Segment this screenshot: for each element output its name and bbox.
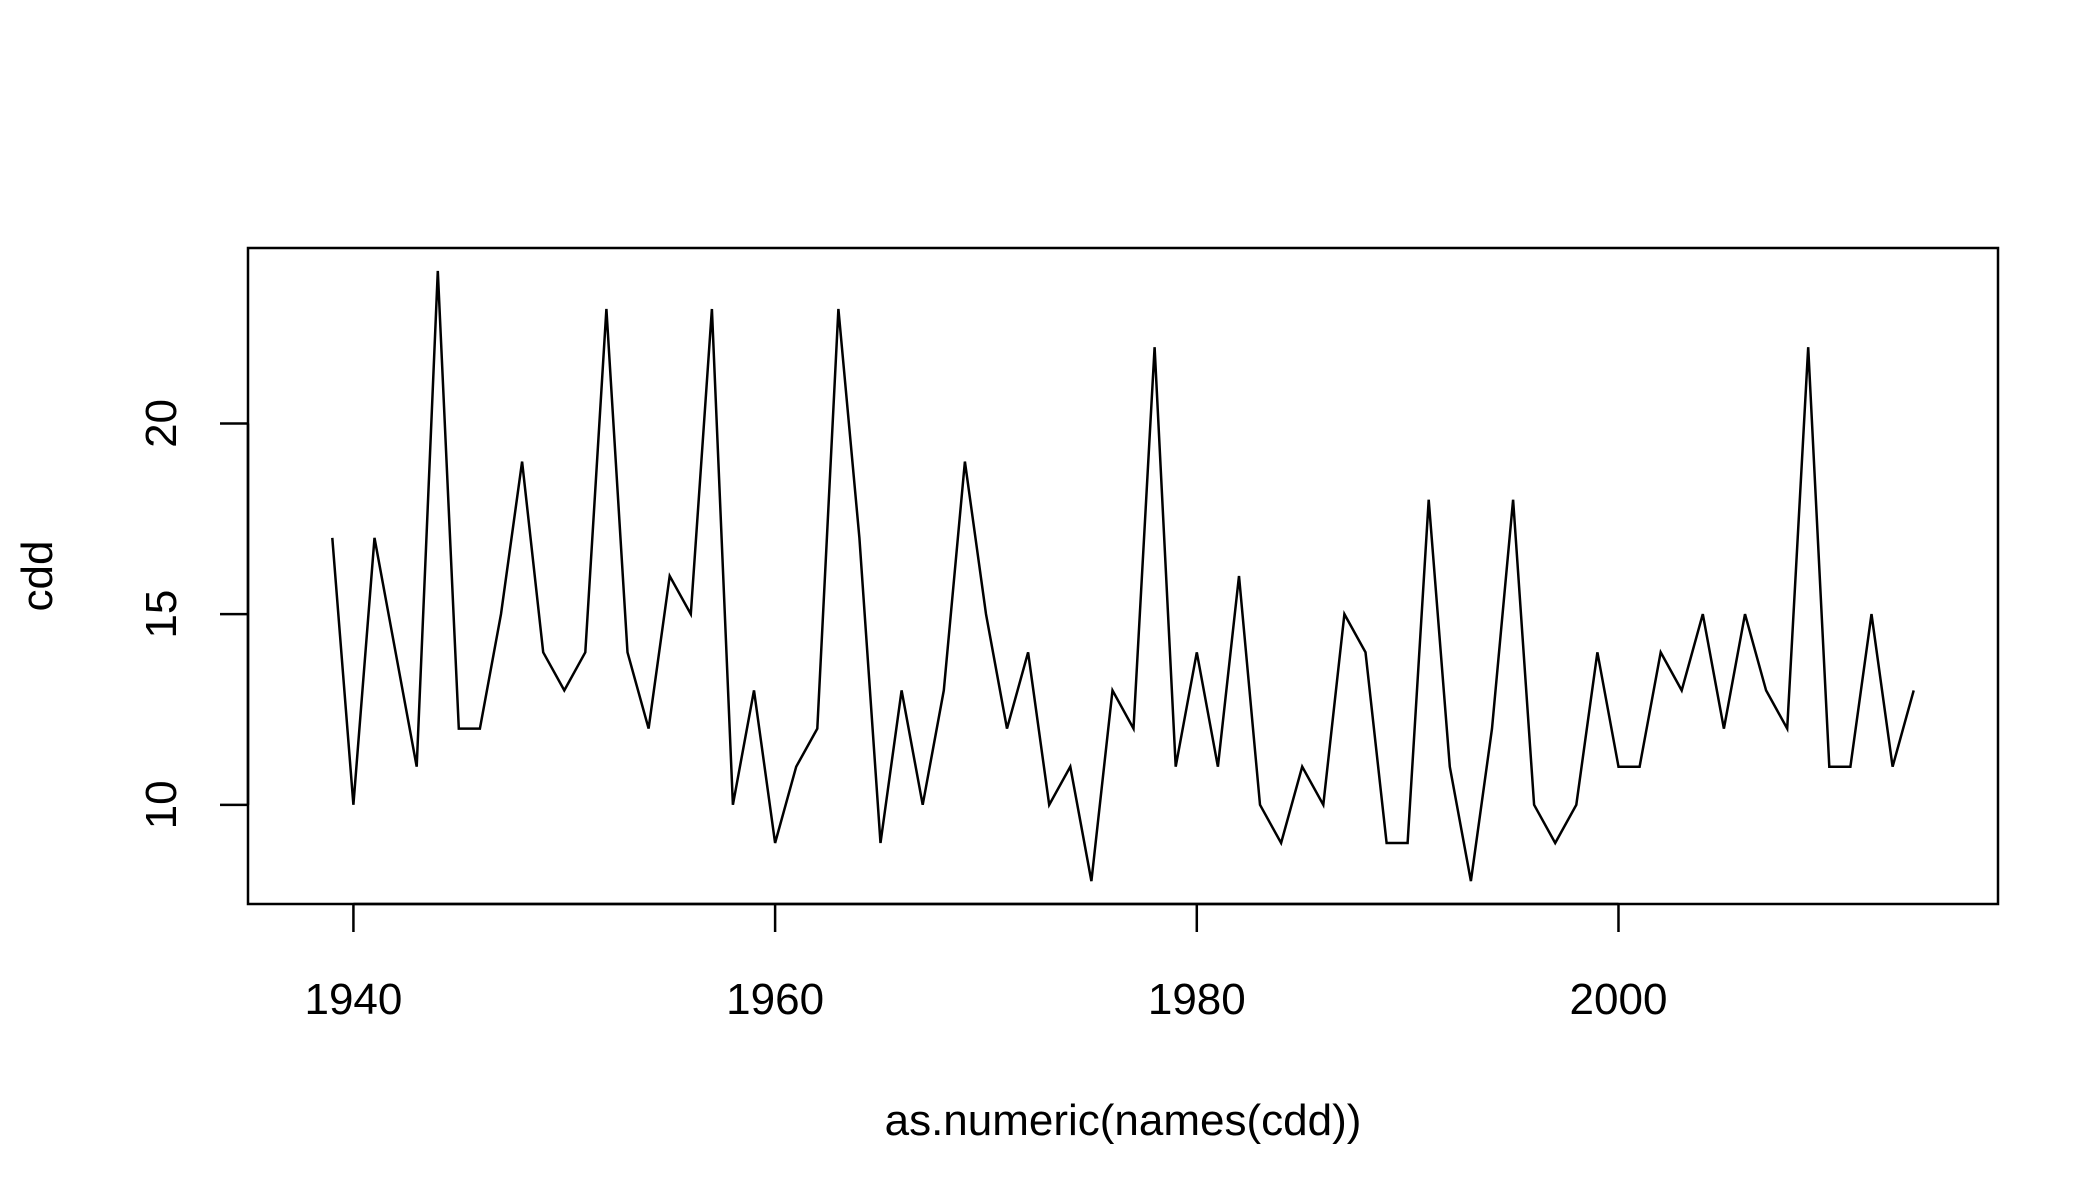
y-tick-label: 10 — [137, 780, 186, 829]
y-axis-label: cdd — [13, 541, 62, 612]
x-tick-label: 1980 — [1148, 975, 1246, 1024]
x-axis: 1940 1960 1980 2000 — [304, 902, 1668, 1024]
x-tick-label: 2000 — [1570, 975, 1668, 1024]
x-tick-label: 1960 — [726, 975, 824, 1024]
x-tick-label: 1940 — [304, 975, 402, 1024]
series-line-0 — [331, 270, 1915, 882]
x-axis-label: as.numeric(names(cdd)) — [885, 1096, 1362, 1145]
y-tick-label: 15 — [137, 590, 186, 639]
series-layer — [331, 270, 1915, 882]
plot-frame — [246, 246, 2000, 906]
y-axis: 10 15 20 — [137, 399, 250, 829]
y-tick-label: 20 — [137, 399, 186, 448]
